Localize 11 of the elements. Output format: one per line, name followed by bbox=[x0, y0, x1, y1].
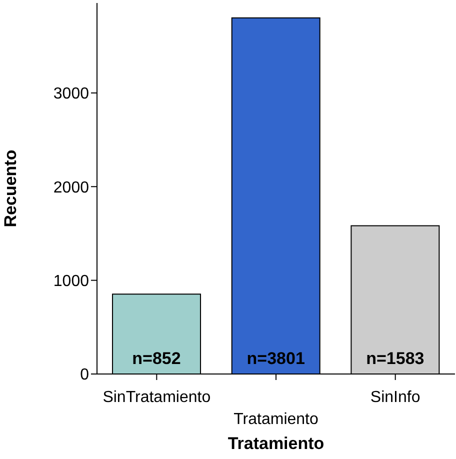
x-tick-label: SinInfo bbox=[370, 389, 420, 406]
y-tick-label: 1000 bbox=[53, 272, 90, 290]
data-label: n=852 bbox=[132, 349, 181, 368]
y-tick-label: 0 bbox=[80, 366, 90, 384]
x-axis-title: Tratamiento bbox=[228, 434, 324, 453]
y-tick-label: 3000 bbox=[53, 86, 90, 103]
x-tick-label: SinTratamiento bbox=[102, 389, 211, 406]
data-label: n=1583 bbox=[366, 349, 424, 368]
y-axis-title: Recuento bbox=[1, 150, 20, 228]
data-label: n=3801 bbox=[246, 349, 305, 368]
y-tick-label: 2000 bbox=[53, 179, 90, 196]
